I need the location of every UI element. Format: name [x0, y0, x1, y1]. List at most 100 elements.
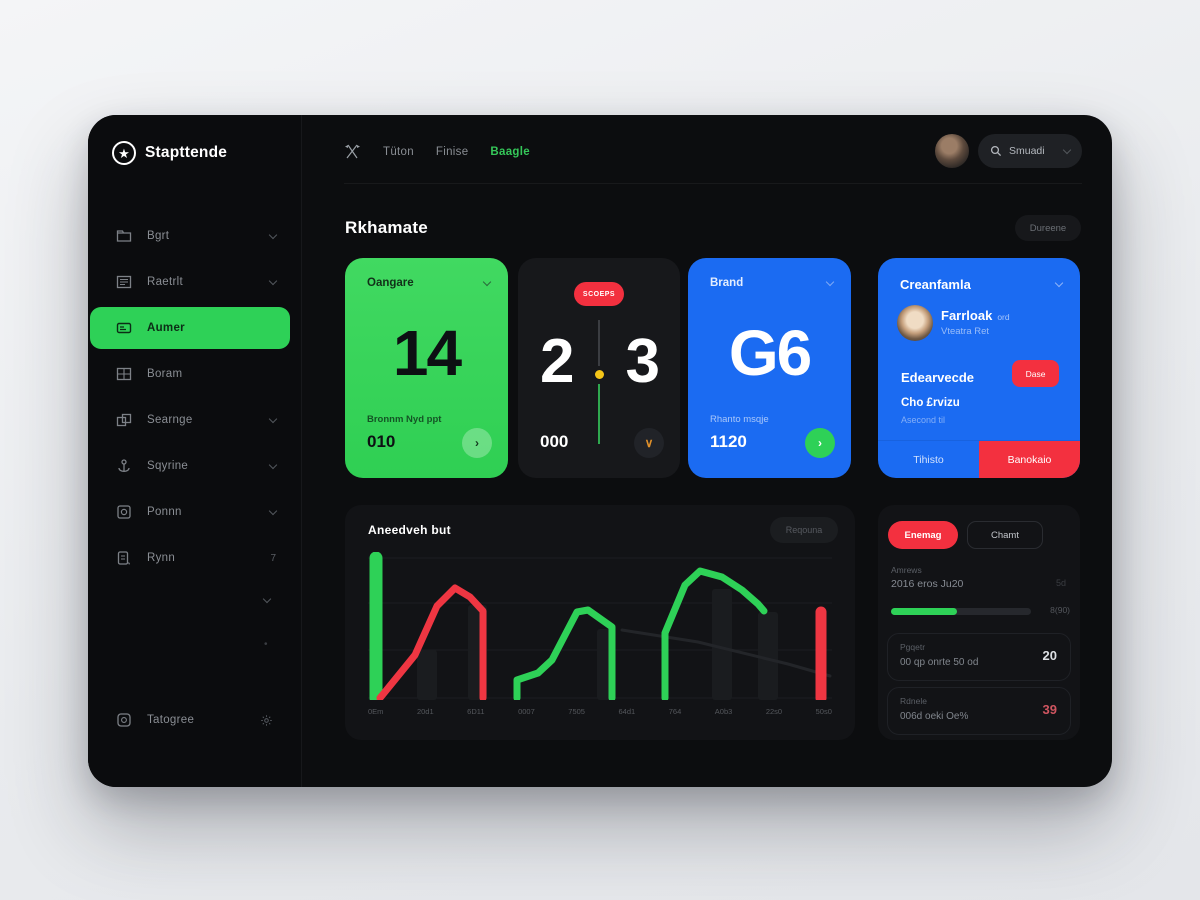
grid-icon	[116, 366, 132, 382]
gear-icon[interactable]	[260, 712, 276, 728]
card-action-button[interactable]: ∨	[634, 428, 664, 458]
chart-title: Aneedveh but	[368, 523, 451, 537]
card-score: SCOEPS 2 3 000 ∨	[518, 258, 680, 478]
sidebar-item-badge: 7	[270, 552, 276, 564]
x-tick-label: 0Em	[368, 707, 384, 716]
stats-row-value: 00 qp onrte 50 od	[900, 657, 979, 668]
stats-secondary-button[interactable]: Chamt	[967, 521, 1043, 549]
sidebar-item-label: Raetrlt	[147, 276, 183, 288]
sidebar: ★ Stapttende Bgrt Raetrlt Aumer	[88, 115, 302, 787]
nav-item-baagle[interactable]: Baagle	[490, 145, 530, 158]
profile-line1: Edearvecde	[901, 370, 974, 385]
card-header-label: Creanfamla	[900, 277, 971, 292]
sidebar-item-boram[interactable]: Boram	[90, 353, 290, 395]
chevron-down-icon[interactable]	[1054, 278, 1064, 288]
stats-row-number: 20	[1042, 648, 1057, 663]
page-title: Rkhamate	[345, 218, 428, 237]
card-footer-value: 010	[367, 432, 396, 451]
top-navigation: Tüton Finise Baagle	[344, 143, 530, 160]
sidebar-item-ponnn[interactable]: Ponnn	[90, 491, 290, 533]
profile-avatar	[897, 305, 933, 341]
sidebar-item-label: Bgrt	[147, 230, 170, 242]
sidebar-item-label: Ponnn	[147, 506, 182, 518]
sidebar-item-raetrlt[interactable]: Raetrlt	[90, 261, 290, 303]
dot-indicator: •	[264, 639, 268, 650]
star-logo-icon: ★	[112, 141, 136, 165]
score-right-value: 3	[625, 327, 661, 396]
profile-action-button[interactable]: Dase	[1012, 360, 1059, 387]
chart-action-button[interactable]: Reqouna	[770, 517, 838, 543]
flags-icon[interactable]	[344, 143, 361, 160]
score-divider-top	[598, 320, 600, 366]
progress-bar	[891, 608, 1031, 615]
profile-name-suffix: ord	[997, 312, 1010, 322]
sidebar-item-rynn[interactable]: Rynn 7	[90, 537, 290, 579]
card-caption: Rhanto msqje	[710, 414, 769, 425]
x-tick-label: 64d1	[618, 707, 636, 716]
x-tick-label: 20d1	[416, 707, 434, 716]
card-icon	[116, 320, 132, 336]
app-logo: ★ Stapttende	[112, 141, 227, 165]
card-arrow-button[interactable]: ›	[805, 428, 835, 458]
card-header-label: Oangare	[367, 277, 414, 289]
sidebar-item-label: Rynn	[147, 552, 176, 564]
chevron-down-icon	[268, 414, 278, 423]
stats-section1-mini: 5d	[1055, 578, 1066, 588]
stats-row[interactable]: Rdnele 006d oeki Oe% 39	[887, 687, 1071, 735]
x-tick-label: 764	[668, 707, 682, 716]
sidebar-item-searnge[interactable]: Searnge	[90, 399, 290, 441]
x-tick-label: 22s0	[765, 707, 783, 716]
stats-section1-label: Amrews	[891, 565, 922, 575]
card-arrow-button[interactable]: ›	[462, 428, 492, 458]
card-brand: Brand G6 Rhanto msqje 1120 ›	[688, 258, 851, 478]
chevron-down-icon	[268, 230, 278, 239]
sidebar-item-aumer-active[interactable]: Aumer	[90, 307, 290, 349]
nav-item-finise[interactable]: Finise	[435, 145, 469, 158]
score-divider-bottom	[598, 384, 600, 444]
search-dropdown[interactable]: Smuadi	[978, 134, 1082, 168]
stats-row-number: 39	[1042, 702, 1057, 717]
sidebar-item-label: Searnge	[147, 414, 193, 426]
user-avatar[interactable]	[935, 134, 969, 168]
stats-primary-button[interactable]: Enemag	[888, 521, 958, 549]
search-label: Smuadi	[1009, 145, 1045, 157]
card-footer-value: 000	[540, 432, 569, 451]
anchor-icon	[116, 458, 132, 474]
chevron-down-icon[interactable]	[482, 277, 492, 286]
sidebar-item-bgrt[interactable]: Bgrt	[90, 215, 290, 257]
card-big-value: G6	[728, 317, 812, 389]
profile-line3: Asecond til	[901, 415, 946, 425]
score-status-pill: SCOEPS	[574, 282, 624, 306]
nav-item-tuton[interactable]: Tüton	[383, 145, 414, 158]
doc-icon	[116, 550, 132, 566]
card-profile: Creanfamla Farrloak ord Vteatra Ret Edear…	[878, 258, 1080, 478]
chevron-down-icon	[268, 460, 278, 469]
app-window: ★ Stapttende Bgrt Raetrlt Aumer	[88, 115, 1112, 787]
sidebar-item-sqyrine[interactable]: Sqyrine	[90, 445, 290, 487]
sidebar-item-label: Boram	[147, 368, 183, 380]
profile-subtitle: Vteatra Ret	[941, 326, 990, 337]
x-tick-label: 6D11	[467, 707, 485, 716]
news-icon	[116, 274, 132, 290]
profile-footer-right-button[interactable]: Banokaio	[979, 441, 1080, 478]
chart-card: Aneedveh but Reqouna 0Em 20d1 6D11 0007 7505…	[345, 505, 855, 740]
app-icon	[116, 712, 132, 728]
search-icon	[990, 145, 1002, 157]
line-chart	[368, 552, 832, 700]
chevron-down-icon[interactable]	[825, 277, 835, 286]
folder-icon	[116, 228, 132, 244]
card-footer-value: 1120	[710, 432, 747, 451]
stats-row-value: 006d oeki Oe%	[900, 711, 969, 722]
topbar-divider	[344, 183, 1082, 184]
profile-footer-left-button[interactable]: Tihisto	[913, 453, 944, 466]
stats-panel: Enemag Chamt Amrews 2016 eros Ju20 5d 8(…	[878, 505, 1080, 740]
progress-fill	[891, 608, 957, 615]
card-oangare: Oangare 14 Bronnm Nyd ppt 010 ›	[345, 258, 508, 478]
page-action-button[interactable]: Dureene	[1015, 215, 1081, 241]
stats-row[interactable]: Pgqetr 00 qp onrte 50 od 20	[887, 633, 1071, 681]
chevron-down-icon	[1062, 145, 1072, 155]
score-left-value: 2	[540, 327, 575, 396]
sidebar-item-tatogree[interactable]: Tatogree	[90, 699, 290, 741]
panel-icon	[116, 504, 132, 520]
layers-icon	[116, 412, 132, 428]
